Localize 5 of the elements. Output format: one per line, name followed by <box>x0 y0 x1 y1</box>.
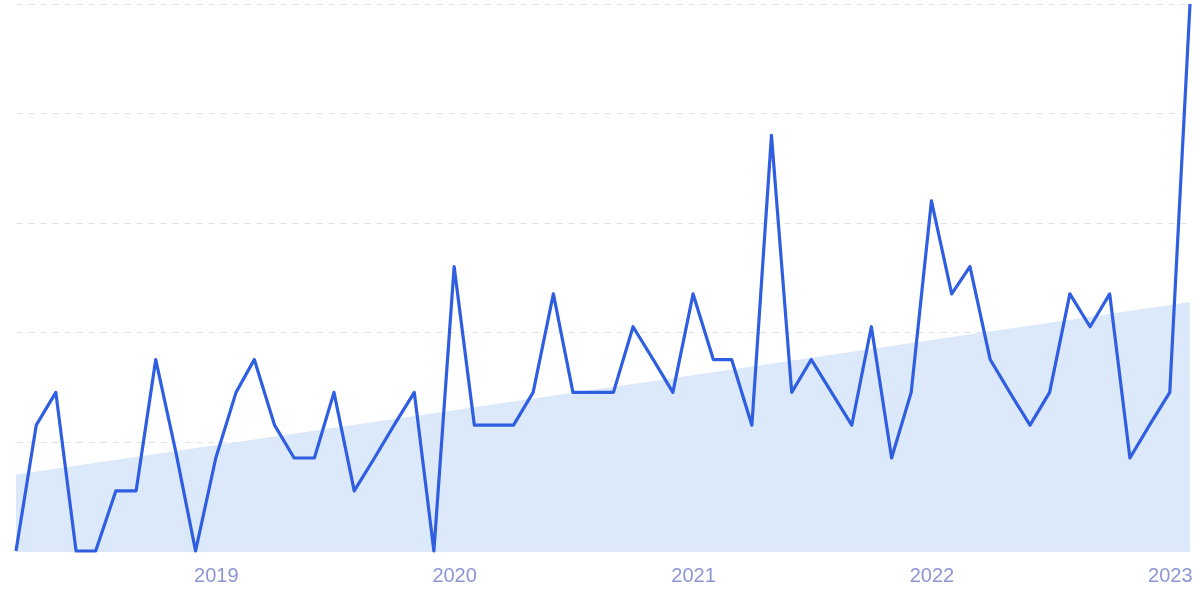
x-tick-label: 2019 <box>194 563 239 586</box>
x-tick-label: 2023 <box>1148 563 1193 586</box>
x-tick-label: 2022 <box>909 563 955 586</box>
x-tick-label: 2021 <box>671 563 716 586</box>
x-tick-label: 2020 <box>432 563 477 586</box>
